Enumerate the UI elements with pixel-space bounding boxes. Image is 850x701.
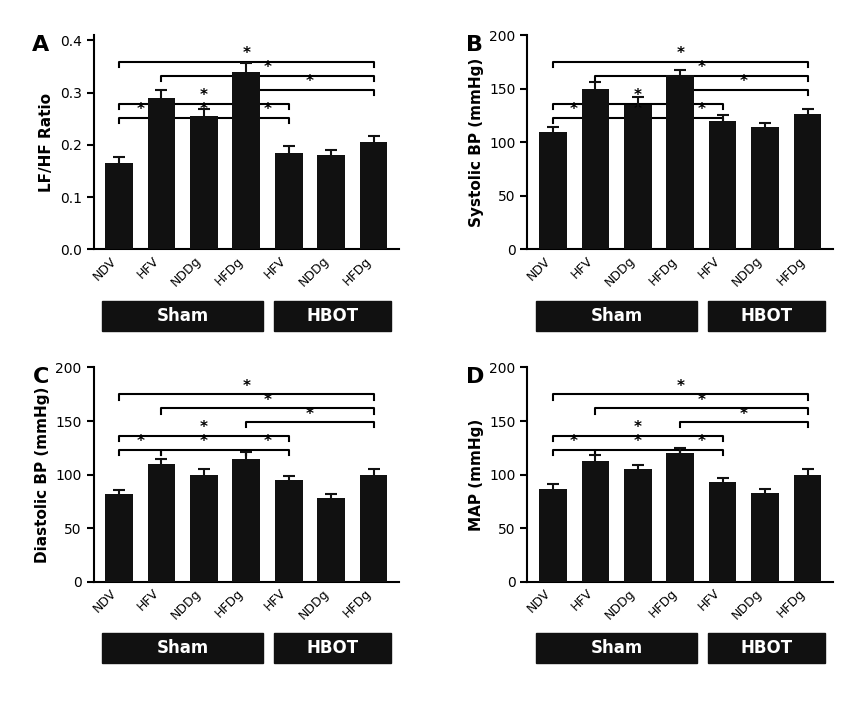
Text: *: * [136, 102, 144, 117]
Text: D: D [467, 367, 484, 388]
Bar [275, 480, 303, 582]
Text: HBOT: HBOT [740, 307, 792, 325]
Bar [581, 461, 609, 582]
Bar [666, 453, 694, 582]
Text: *: * [698, 60, 705, 75]
Bar [317, 156, 345, 250]
Text: *: * [740, 407, 748, 421]
Bar [794, 475, 821, 582]
Bar [536, 633, 697, 663]
Bar [709, 482, 736, 582]
Text: *: * [634, 88, 642, 103]
Bar [794, 114, 821, 250]
Y-axis label: LF/HF Ratio: LF/HF Ratio [39, 93, 54, 192]
Bar [539, 132, 567, 250]
Text: *: * [264, 435, 271, 449]
Text: *: * [264, 102, 271, 117]
Text: *: * [740, 74, 748, 89]
Text: *: * [698, 102, 705, 117]
Text: A: A [32, 35, 49, 55]
Bar [751, 493, 779, 582]
Bar [102, 633, 264, 663]
Text: *: * [200, 435, 208, 449]
Bar [148, 98, 175, 250]
Bar [581, 88, 609, 250]
Bar [360, 142, 388, 250]
Bar [102, 301, 264, 331]
Text: *: * [634, 435, 642, 449]
Bar [624, 469, 652, 582]
Y-axis label: Diastolic BP (mmHg): Diastolic BP (mmHg) [35, 386, 50, 563]
Bar [105, 494, 133, 582]
Text: *: * [570, 102, 578, 117]
Text: *: * [200, 102, 208, 117]
Text: Sham: Sham [591, 307, 643, 325]
Bar [708, 633, 824, 663]
Bar [190, 475, 218, 582]
Text: *: * [634, 421, 642, 435]
Bar [274, 633, 391, 663]
Text: HBOT: HBOT [740, 639, 792, 658]
Text: *: * [570, 435, 578, 449]
Y-axis label: Systolic BP (mmHg): Systolic BP (mmHg) [468, 57, 484, 227]
Text: *: * [677, 379, 684, 394]
Text: *: * [242, 379, 250, 394]
Bar [105, 163, 133, 250]
Bar [190, 116, 218, 250]
Bar [233, 458, 260, 582]
Text: *: * [264, 393, 271, 407]
Text: HBOT: HBOT [306, 639, 359, 658]
Bar [708, 301, 824, 331]
Bar [148, 464, 175, 582]
Bar [274, 301, 391, 331]
Bar [666, 75, 694, 250]
Text: *: * [698, 435, 705, 449]
Text: *: * [200, 88, 208, 103]
Bar [360, 475, 388, 582]
Bar [624, 104, 652, 250]
Bar [275, 153, 303, 250]
Text: *: * [634, 102, 642, 117]
Text: Sham: Sham [156, 307, 209, 325]
Y-axis label: MAP (mmHg): MAP (mmHg) [468, 418, 484, 531]
Text: *: * [136, 435, 144, 449]
Text: HBOT: HBOT [306, 307, 359, 325]
Text: C: C [32, 367, 48, 388]
Text: *: * [200, 421, 208, 435]
Bar [233, 72, 260, 250]
Bar [751, 128, 779, 250]
Text: *: * [698, 393, 705, 407]
Text: *: * [242, 46, 250, 61]
Text: B: B [467, 35, 484, 55]
Bar [539, 489, 567, 582]
Bar [709, 121, 736, 250]
Text: *: * [677, 46, 684, 61]
Bar [317, 498, 345, 582]
Text: Sham: Sham [156, 639, 209, 658]
Text: Sham: Sham [591, 639, 643, 658]
Text: *: * [306, 407, 314, 421]
Bar [536, 301, 697, 331]
Text: *: * [264, 60, 271, 75]
Text: *: * [306, 74, 314, 89]
